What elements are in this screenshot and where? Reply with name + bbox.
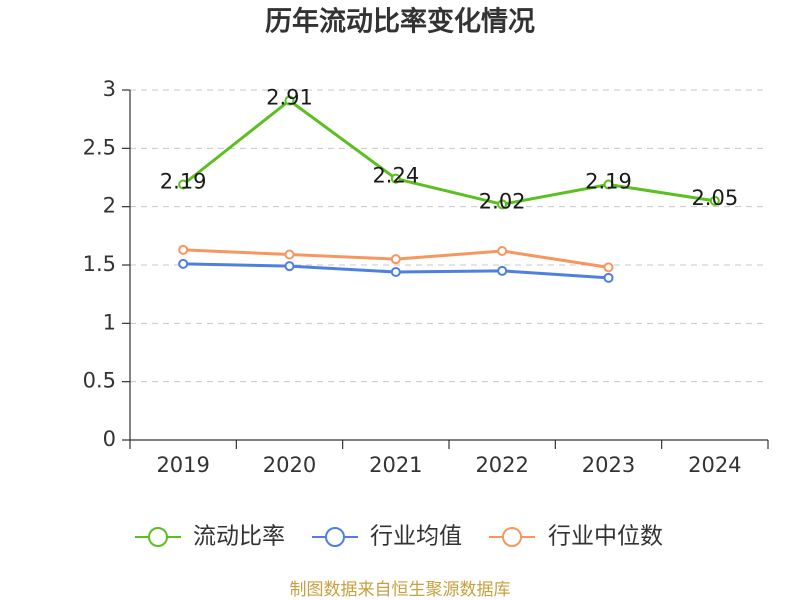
legend-item-industry-median[interactable]: 行业中位数 — [489, 524, 663, 550]
data-point-current-ratio[interactable] — [497, 199, 508, 210]
data-label-current-ratio: 2.19 — [160, 170, 207, 194]
data-point-industry-median[interactable] — [603, 262, 614, 273]
y-tick-label: 0 — [103, 427, 116, 451]
data-label-current-ratio: 2.02 — [479, 189, 526, 213]
legend-circle-icon — [502, 527, 522, 547]
data-point-industry-mean[interactable] — [178, 258, 189, 269]
axes: 0 0.5 1 1.5 2 2.5 3 2019 2020 2021 2022 2023 2024 — [83, 77, 769, 477]
data-point-current-ratio[interactable] — [178, 179, 189, 190]
x-tick-label: 2023 — [582, 453, 635, 477]
series-line-current-ratio — [181, 99, 717, 206]
data-point-industry-mean[interactable] — [284, 261, 295, 272]
data-point-industry-median[interactable] — [390, 254, 401, 265]
x-tick-label: 2019 — [156, 453, 209, 477]
data-point-industry-mean[interactable] — [390, 267, 401, 277]
data-point-current-ratio[interactable] — [284, 95, 295, 106]
data-point-current-ratio[interactable] — [603, 179, 614, 190]
data-labels: 2.19 2.91 2.24 2.02 2.19 2.05 — [160, 86, 738, 214]
data-label-current-ratio: 2.24 — [372, 164, 419, 188]
data-label-current-ratio: 2.91 — [266, 86, 313, 110]
data-point-current-ratio[interactable] — [709, 195, 720, 206]
data-point-industry-mean[interactable] — [497, 265, 508, 276]
legend: 流动比率 行业均值 行业中位数 — [135, 524, 663, 550]
x-tick-label: 2020 — [263, 453, 316, 477]
y-tick-label: 0.5 — [83, 369, 116, 393]
data-point-current-ratio[interactable] — [390, 173, 401, 184]
y-tick-label: 1.5 — [83, 252, 116, 276]
legend-item-industry-mean[interactable]: 行业均值 — [312, 524, 462, 550]
data-label-current-ratio: 2.19 — [585, 170, 632, 194]
x-tick-label: 2021 — [369, 453, 422, 477]
legend-label: 行业均值 — [370, 524, 462, 550]
data-point-industry-median[interactable] — [178, 244, 189, 255]
data-label-current-ratio: 2.05 — [691, 186, 738, 210]
x-tick-label: 2022 — [475, 453, 528, 477]
legend-label: 行业中位数 — [548, 524, 663, 550]
legend-circle-icon — [148, 527, 168, 547]
y-tick-label: 2 — [103, 194, 116, 218]
y-tick-label: 1 — [103, 310, 116, 334]
data-point-industry-mean[interactable] — [603, 272, 614, 283]
y-tick-label: 3 — [103, 77, 116, 101]
legend-label: 流动比率 — [193, 524, 285, 550]
legend-circle-icon — [325, 527, 345, 547]
chart-title: 历年流动比率变化情况 — [265, 6, 535, 38]
source-note: 制图数据来自恒生聚源数据库 — [290, 580, 511, 600]
series-layer — [178, 95, 720, 283]
data-point-industry-median[interactable] — [497, 246, 508, 256]
legend-item-current-ratio[interactable]: 流动比率 — [135, 524, 285, 550]
x-tick-label: 2024 — [688, 453, 741, 477]
y-tick-label: 2.5 — [83, 135, 116, 159]
data-point-industry-median[interactable] — [284, 249, 295, 260]
grid — [130, 89, 768, 383]
